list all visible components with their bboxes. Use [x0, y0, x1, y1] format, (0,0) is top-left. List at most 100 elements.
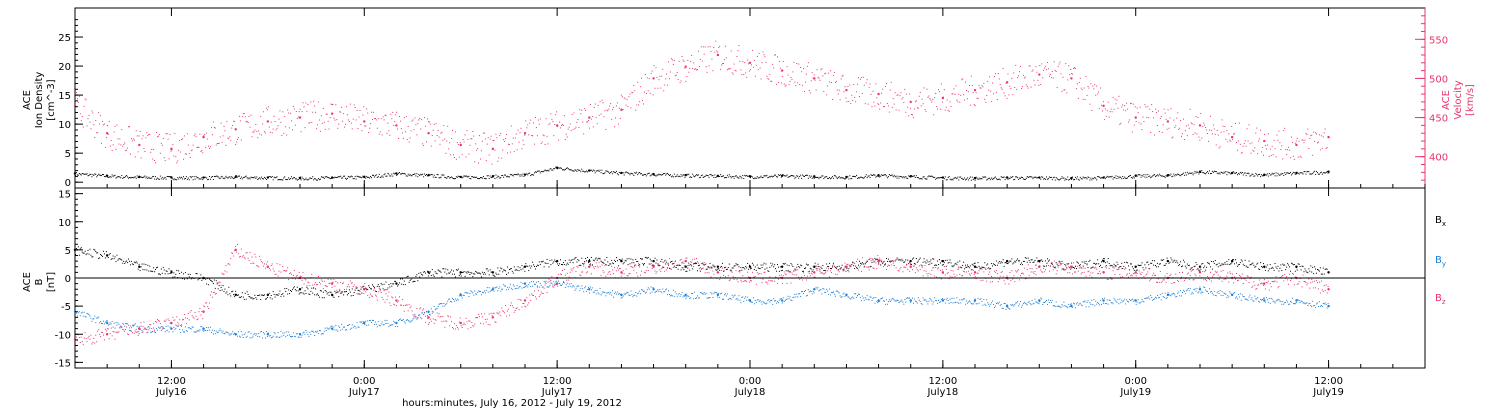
bx-series-sample [195, 273, 197, 275]
density-series-sample [492, 174, 494, 176]
by-series-sample [1099, 304, 1101, 306]
by-series-sample [497, 290, 499, 292]
density-series-sample [410, 175, 412, 177]
density-series-sample [1316, 170, 1318, 172]
bx-series-sample [263, 294, 265, 296]
by-series-sample [1190, 293, 1192, 295]
velocity-series-sample [557, 126, 559, 128]
velocity-series-sample [1120, 122, 1122, 124]
by-series-sample [970, 303, 972, 305]
by-series-sample [455, 300, 457, 302]
velocity-series-sample [559, 121, 561, 123]
by-series-sample [758, 300, 760, 302]
by-series-sample [937, 303, 939, 305]
bx-series-sample [942, 264, 944, 266]
by-series-sample [134, 330, 136, 332]
velocity-series-sample [760, 78, 762, 80]
bx-series-sample [234, 296, 236, 298]
by-series-sample [1288, 303, 1290, 305]
velocity-series-sample [1084, 99, 1086, 101]
density-series-sample [891, 174, 893, 176]
by-series-sample [144, 327, 146, 329]
bx-series-sample [774, 264, 776, 266]
velocity-series-sample [222, 135, 224, 137]
bx-series-sample [570, 259, 572, 261]
velocity-series-sample [895, 109, 897, 111]
bx-series-sample [591, 264, 593, 266]
by-series-sample [382, 324, 384, 326]
density-series-sample [818, 178, 820, 180]
density-series-sample [747, 175, 749, 177]
density-series-sample [426, 175, 428, 177]
by-series-sample [667, 294, 669, 296]
density-series-sample [332, 177, 334, 179]
velocity-series-sample [772, 63, 774, 65]
by-series-sample [1139, 302, 1141, 304]
bx-series-sample [77, 246, 79, 248]
by-series-sample [1210, 290, 1212, 292]
density-series-sample [1107, 176, 1109, 178]
bx-series-sample [228, 286, 230, 288]
velocity-series-sample [337, 127, 339, 129]
bx-series-sample [593, 260, 595, 262]
by-series-sample [102, 323, 103, 325]
by-series-sample [511, 289, 513, 291]
bx-series-sample [451, 269, 453, 271]
density-series-sample [273, 176, 275, 178]
density-series-sample [291, 178, 293, 180]
density-series-sample [861, 177, 863, 179]
velocity-series-sample [859, 78, 861, 80]
bx-series-sample [760, 264, 762, 266]
velocity-series-sample [102, 121, 103, 123]
by-series-sample [1285, 301, 1287, 303]
by-series-sample [1039, 301, 1041, 303]
by-series-sample [838, 292, 840, 294]
density-series-sample [158, 178, 160, 180]
bx-series-sample [90, 254, 92, 256]
by-series-sample [342, 328, 344, 330]
density-series-sample [863, 177, 865, 179]
velocity-series-sample [477, 148, 479, 150]
by-series-sample [587, 288, 589, 290]
velocity-series-sample [794, 81, 796, 83]
by-series-sample [960, 302, 962, 304]
bx-series-sample [847, 270, 849, 272]
bx-series-sample [917, 260, 919, 262]
by-series-sample [510, 287, 512, 289]
velocity-series-sample [467, 138, 469, 140]
velocity-series-sample [1010, 88, 1012, 90]
velocity-series-sample [1278, 130, 1280, 132]
by-series-sample [605, 295, 607, 297]
bx-series-sample [139, 270, 141, 272]
velocity-series-sample [903, 101, 905, 103]
by-series-sample [658, 290, 660, 292]
velocity-series-sample [650, 72, 652, 74]
density-series-sample [1271, 172, 1273, 174]
bx-series-sample [811, 270, 813, 272]
bx-series-sample [681, 262, 683, 264]
bx-series-sample [831, 265, 833, 267]
density-series-sample [562, 169, 564, 171]
bx-series-sample [348, 289, 350, 291]
bx-series-sample [360, 288, 362, 290]
density-series-sample [447, 176, 449, 178]
velocity-series-sample [451, 137, 453, 139]
density-series-sample [865, 174, 867, 176]
by-series-sample [790, 299, 792, 301]
by-series-sample [831, 292, 833, 294]
velocity-series-sample [486, 143, 488, 145]
velocity-series-sample [293, 108, 295, 110]
bx-series-sample [925, 262, 927, 264]
density-series-sample [718, 176, 720, 178]
density-series-sample [966, 177, 968, 179]
velocity-series-sample [335, 104, 337, 106]
density-series-sample [1312, 172, 1314, 174]
density-series-sample [920, 178, 922, 180]
by-series-sample [745, 296, 747, 298]
bx-series-sample [730, 269, 732, 271]
by-series-sample [264, 333, 265, 335]
by-series-sample [635, 291, 637, 293]
velocity-series-sample [931, 101, 933, 103]
by-series-sample [514, 288, 516, 290]
by-series-sample [228, 333, 230, 335]
